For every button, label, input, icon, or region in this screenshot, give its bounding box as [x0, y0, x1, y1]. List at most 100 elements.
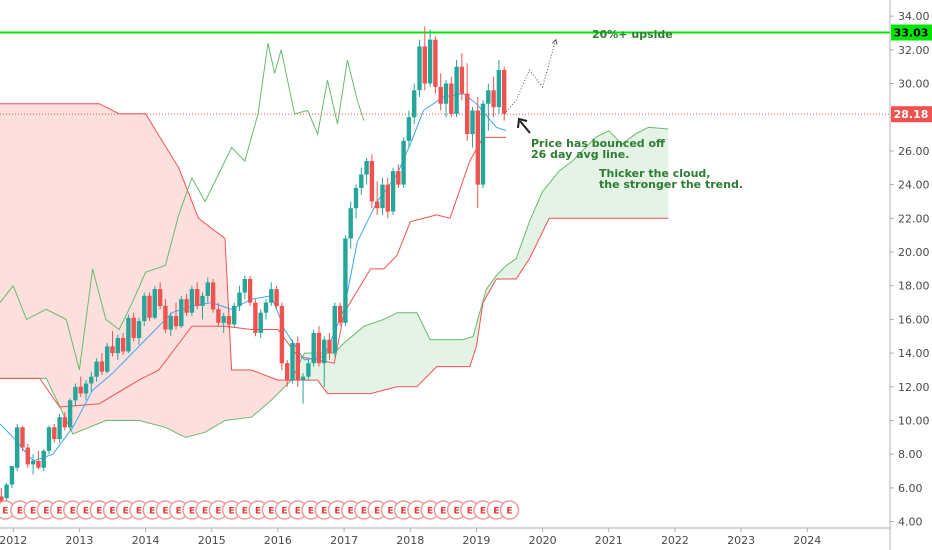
candle: [311, 329, 316, 367]
projection-path: [503, 38, 558, 115]
candle: [269, 282, 274, 306]
candle: [502, 66, 507, 121]
candle: [433, 36, 438, 94]
candle: [99, 353, 105, 376]
candle: [131, 312, 136, 342]
ichimoku-cloud: [0, 103, 669, 438]
candle-body: [274, 289, 279, 306]
x-tick-label: 2014: [132, 534, 160, 547]
candle-body: [83, 383, 89, 394]
candle: [253, 299, 258, 337]
candle-body: [295, 343, 300, 381]
candle-body: [41, 450, 46, 468]
candle-body: [491, 90, 496, 108]
candle-body: [237, 292, 242, 306]
y-tick-label: 12.00: [898, 381, 930, 394]
candle: [67, 398, 73, 431]
candle-body: [142, 295, 147, 322]
candle: [285, 359, 290, 387]
annotation-text: the stronger the trend.: [599, 178, 743, 191]
earnings-marker-label: E: [334, 507, 340, 517]
candle-body: [232, 305, 237, 325]
x-tick-label: 2015: [198, 534, 226, 547]
candle: [258, 309, 263, 338]
candle-body: [263, 302, 269, 313]
earnings-marker-label: E: [229, 507, 235, 517]
earnings-marker-label: E: [202, 507, 208, 517]
earnings-marker-label: E: [361, 507, 367, 517]
candle: [200, 292, 205, 320]
earnings-marker-label: E: [43, 507, 49, 517]
candle-body: [105, 346, 110, 372]
y-tick-label: 24.00: [898, 179, 930, 192]
cloud-bearish-fill: [0, 103, 293, 438]
candle: [406, 110, 412, 148]
candle-body: [332, 305, 337, 354]
earnings-marker: E: [314, 500, 334, 520]
target-price-tag-bg: [891, 24, 932, 41]
candle-body: [348, 208, 353, 239]
earnings-marker-label: E: [401, 507, 407, 517]
y-tick-label: 32.00: [898, 44, 930, 57]
candle-body: [290, 343, 295, 381]
earnings-marker-label: E: [83, 507, 89, 517]
candle: [78, 376, 83, 397]
candle: [263, 299, 269, 320]
candle: [295, 336, 300, 387]
earnings-marker-label: E: [136, 507, 142, 517]
earnings-marker-label: E: [268, 507, 274, 517]
candle: [412, 83, 417, 124]
earnings-marker: E: [208, 500, 229, 520]
candle: [316, 326, 322, 367]
candle: [163, 299, 168, 333]
earnings-marker: E: [168, 500, 189, 520]
x-tick-label: 2019: [462, 534, 490, 547]
candle-body: [0, 496, 4, 502]
candle-body: [189, 289, 195, 313]
candle-body: [311, 332, 316, 364]
candle-body: [438, 86, 443, 104]
earnings-marker-label: E: [506, 507, 512, 517]
candle: [454, 59, 459, 118]
y-tick-label: 4.00: [898, 516, 923, 529]
candle-body: [168, 316, 173, 330]
candle: [94, 358, 99, 382]
annotation-text: 20%+ upside: [592, 28, 673, 41]
x-tick-label: 2018: [396, 534, 424, 547]
candle-body: [52, 427, 57, 440]
current-price-tag: 28.18: [891, 106, 932, 123]
annotation-text: Thicker the cloud,: [599, 167, 710, 180]
candle-body: [110, 346, 115, 354]
earnings-marker-circle: [499, 500, 520, 520]
y-tick-label: 26.00: [898, 145, 930, 158]
earnings-marker-label: E: [467, 507, 473, 517]
earnings-marker-label: E: [480, 507, 486, 517]
y-tick-label: 18.00: [898, 280, 930, 293]
annotation-text: 26 day avg line.: [531, 148, 629, 161]
earnings-marker-label: E: [493, 507, 499, 517]
candle: [25, 444, 30, 468]
candle: [427, 29, 433, 87]
earnings-marker-label: E: [215, 507, 221, 517]
candle-body: [306, 363, 311, 377]
candle-body: [322, 339, 327, 364]
candle: [348, 201, 353, 249]
candle: [73, 383, 78, 406]
candle-body: [78, 386, 83, 394]
candle: [226, 309, 232, 328]
annotation-arrow: [519, 120, 531, 134]
candle-body: [221, 316, 226, 323]
earnings-marker-label: E: [321, 507, 327, 517]
candle: [385, 177, 390, 219]
current-price-tag-bg: [891, 106, 932, 123]
candle-body: [62, 417, 67, 428]
candle-body: [390, 171, 396, 212]
earnings-marker-label: E: [30, 507, 36, 517]
candle: [332, 302, 337, 357]
candle-body: [36, 461, 41, 468]
target-price-tag-text: 33.03: [894, 27, 929, 40]
candle: [20, 425, 25, 451]
earnings-marker: E: [499, 500, 520, 520]
